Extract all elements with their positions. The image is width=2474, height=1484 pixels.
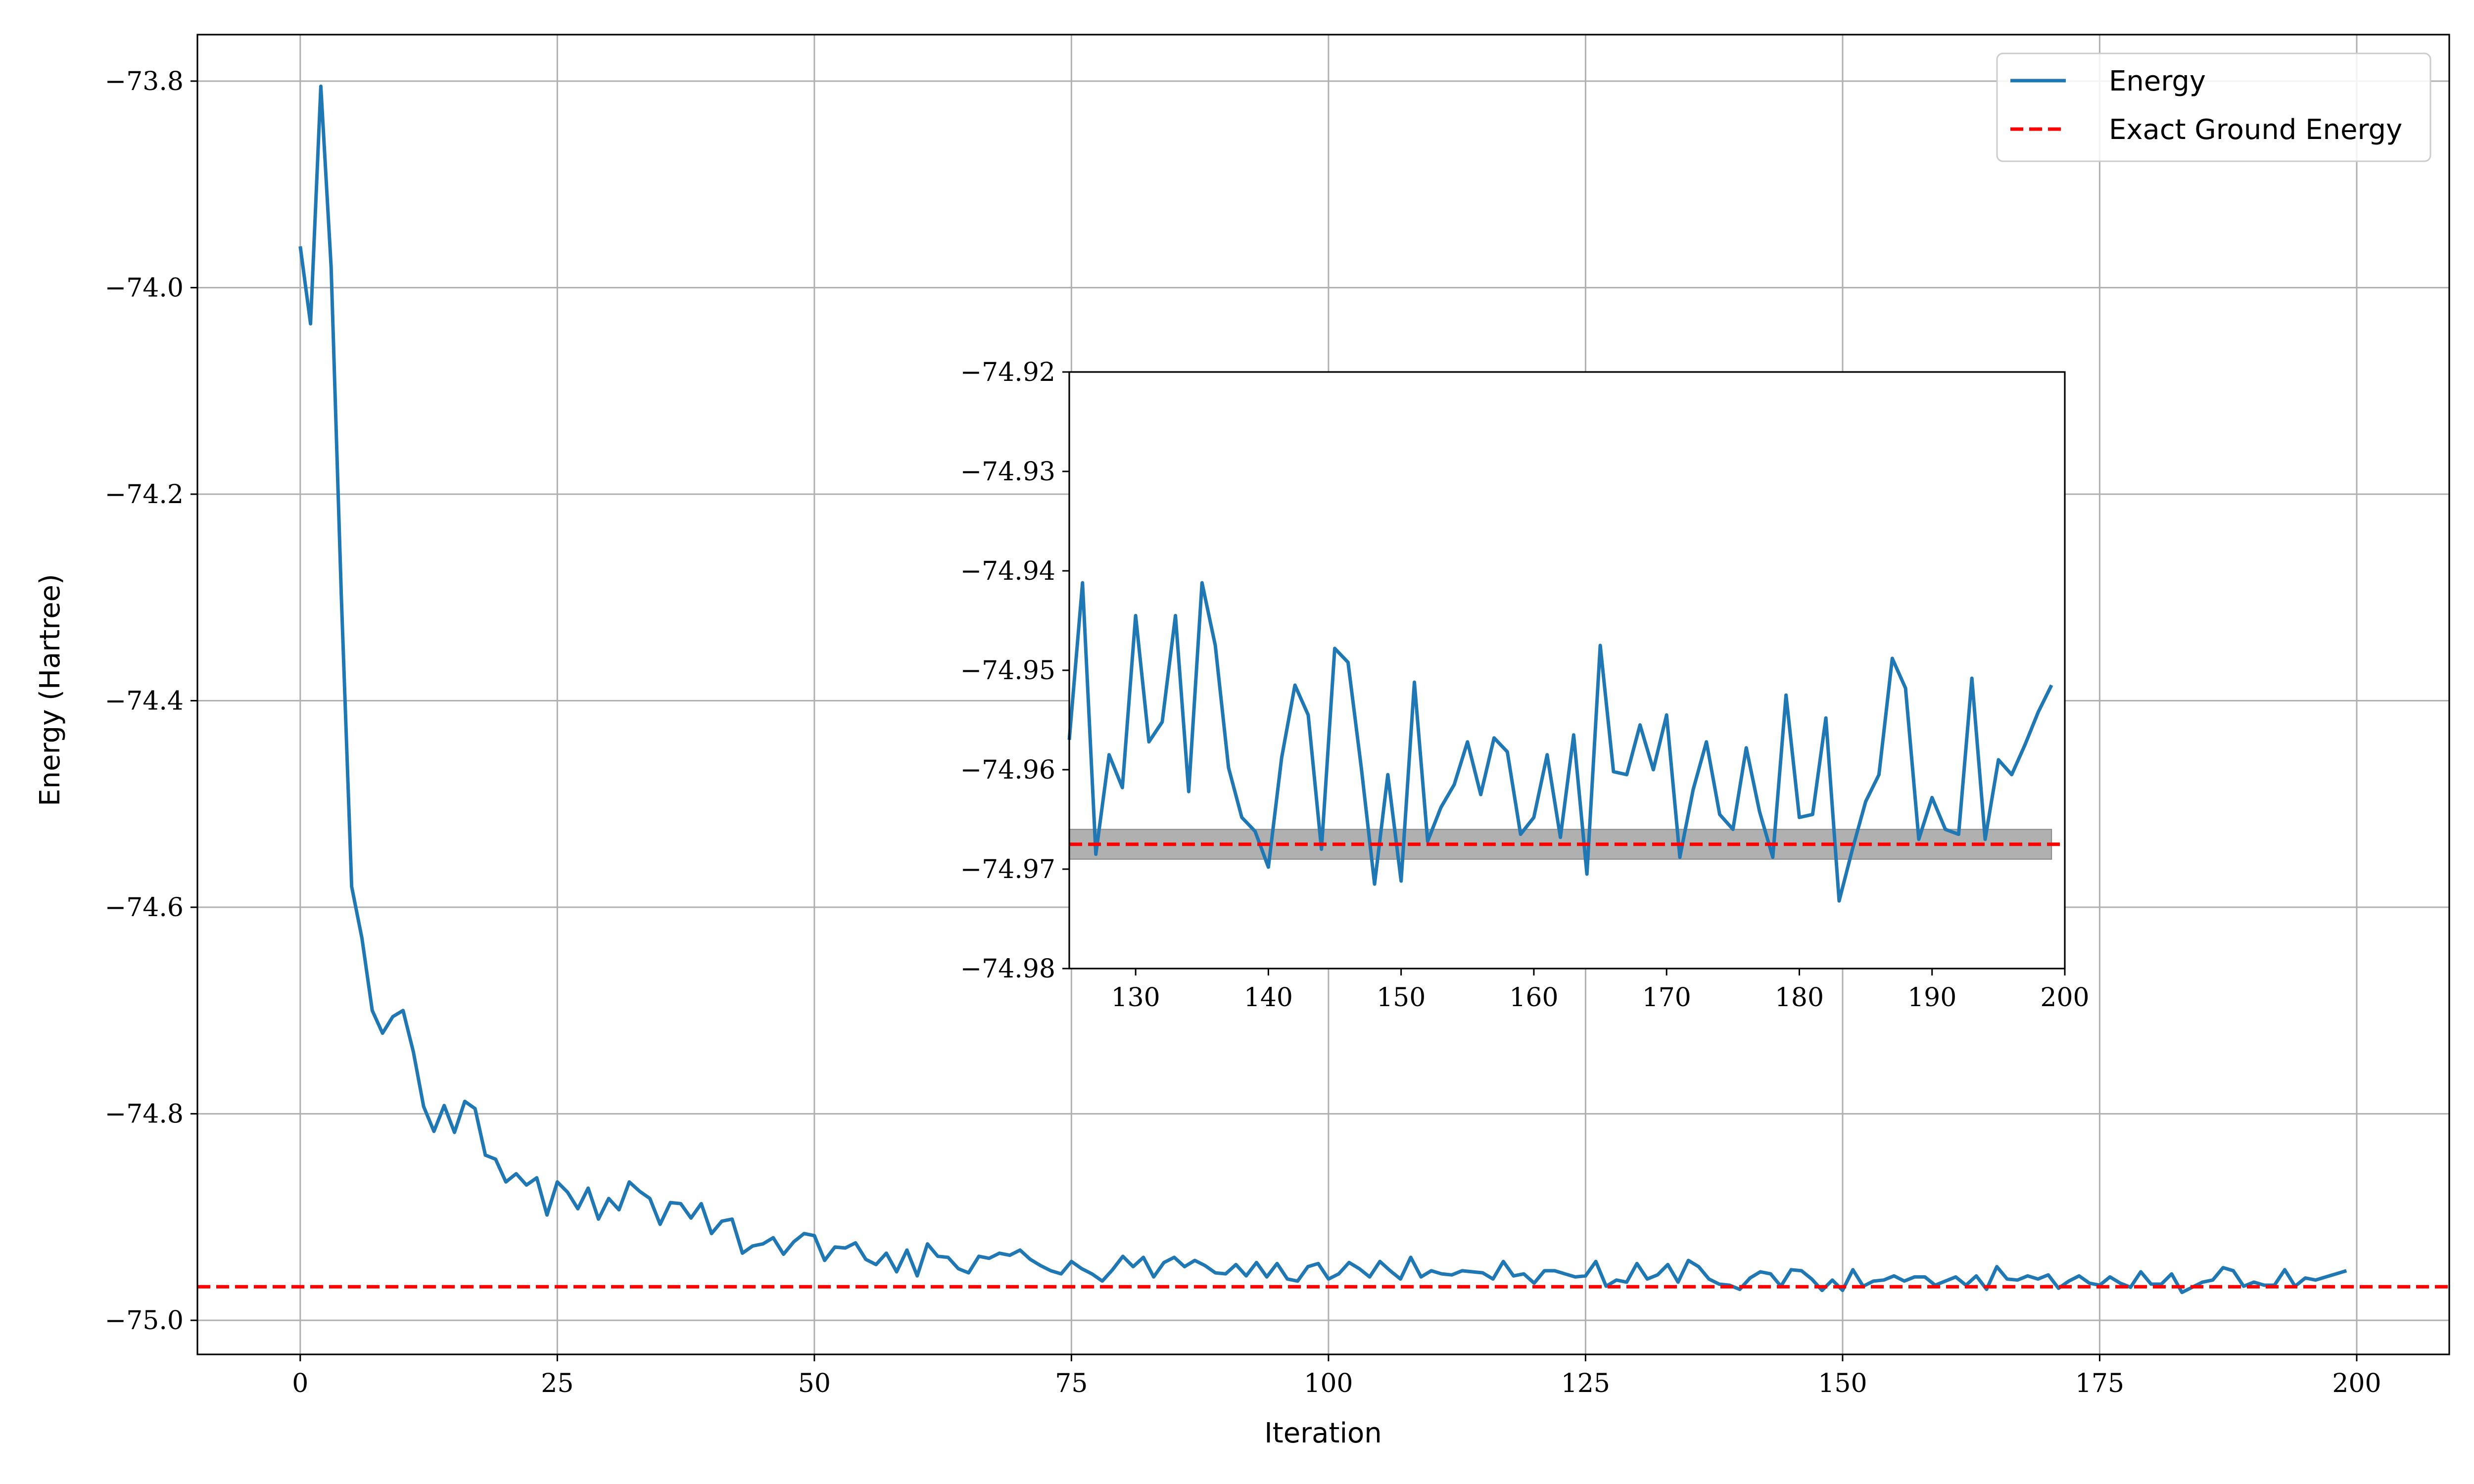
main-axes-frame bbox=[196, 34, 2450, 1355]
x-axis-label: Iteration bbox=[1264, 1417, 1382, 1449]
main-x-tick-label: 0 bbox=[292, 1369, 308, 1398]
inset-x-tick-label: 170 bbox=[1642, 983, 1691, 1013]
legend-box bbox=[1996, 52, 2431, 162]
main-y-tick-label: −74.8 bbox=[105, 1100, 184, 1129]
main-y-tick-label: −74.6 bbox=[105, 893, 184, 923]
inset-x-tick-label: 190 bbox=[1907, 983, 1956, 1013]
inset-y-tick-label: −74.93 bbox=[960, 457, 1055, 487]
main-y-tick-label: −74.2 bbox=[105, 480, 184, 510]
main-y-tick-label: −74.4 bbox=[105, 687, 184, 716]
main-x-tick-label: 100 bbox=[1304, 1369, 1353, 1398]
inset-x-tick-label: 200 bbox=[2040, 983, 2089, 1013]
inset-plot-area bbox=[1067, 581, 2065, 903]
inset-ticks: 130 140 150 160 170 180 190 200 −74.92 −74.93 −74.… bbox=[960, 358, 2090, 1013]
main-x-tick-label: 25 bbox=[541, 1369, 573, 1398]
main-plot-area bbox=[197, 84, 2449, 1295]
inset-y-tick-label: −74.95 bbox=[960, 656, 1055, 686]
inset-y-tick-label: −74.98 bbox=[960, 954, 1055, 984]
main-energy-series-line bbox=[298, 84, 2347, 1295]
main-x-tick-label: 50 bbox=[798, 1369, 831, 1398]
main-x-tick-label: 125 bbox=[1561, 1369, 1610, 1398]
inset-x-tick-label: 150 bbox=[1377, 983, 1426, 1013]
legend-exact-label: Exact Ground Energy bbox=[2109, 114, 2402, 146]
inset-y-tick-label: −74.97 bbox=[960, 855, 1055, 884]
main-x-tick-label: 150 bbox=[1818, 1369, 1867, 1398]
inset-x-tick-label: 160 bbox=[1509, 983, 1558, 1013]
inset-y-tick-label: −74.96 bbox=[960, 755, 1055, 785]
y-axis-label: Energy (Hartree) bbox=[34, 574, 66, 806]
main-x-tick-label: 75 bbox=[1055, 1369, 1088, 1398]
inset-x-tick-label: 140 bbox=[1244, 983, 1293, 1013]
main-x-tick-label: 175 bbox=[2075, 1369, 2124, 1398]
main-y-tick-label: −75.0 bbox=[105, 1306, 184, 1336]
legend-energy-label: Energy bbox=[2109, 65, 2206, 97]
inset-energy-series-line bbox=[1067, 581, 2053, 903]
inset-x-tick-label: 130 bbox=[1111, 983, 1160, 1013]
legend: Energy Exact Ground Energy bbox=[1996, 52, 2431, 162]
inset-y-tick-label: −74.92 bbox=[960, 358, 1055, 387]
main-x-tick-label: 200 bbox=[2332, 1369, 2381, 1398]
inset-x-tick-label: 180 bbox=[1775, 983, 1824, 1013]
main-ticks: 0 25 50 75 100 125 150 175 200 −73.8 −74.0 −74.2 −74… bbox=[105, 67, 2381, 1398]
main-y-tick-label: −74.0 bbox=[105, 273, 184, 303]
inset-y-tick-label: −74.94 bbox=[960, 556, 1055, 586]
main-y-tick-label: −73.8 bbox=[105, 67, 184, 96]
